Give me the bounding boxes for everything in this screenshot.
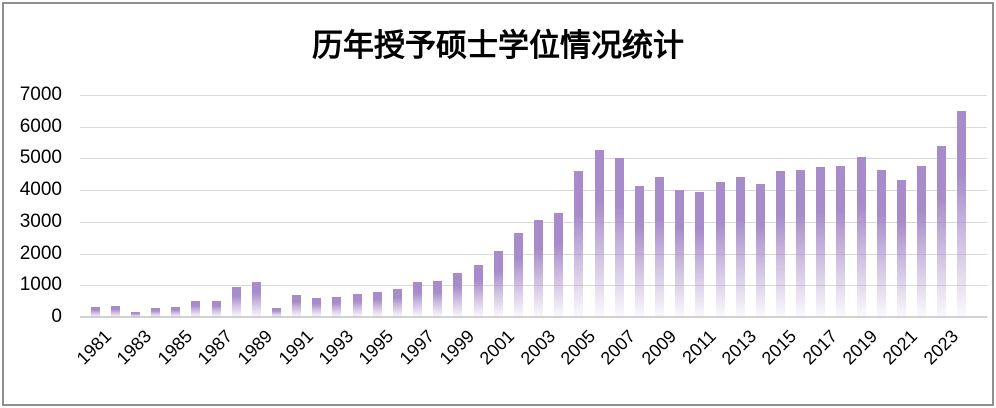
y-tick-label: 3000 <box>19 210 62 232</box>
bar-2015 <box>775 171 785 317</box>
bar-2023 <box>937 146 947 317</box>
bar-2016 <box>796 170 806 317</box>
x-tick-label: 2007 <box>596 326 640 369</box>
bar-2005 <box>574 171 584 317</box>
bar-2009 <box>655 177 665 317</box>
bar-2008 <box>634 186 644 317</box>
bar-2018 <box>836 166 846 317</box>
x-tick-label: 2001 <box>475 326 519 369</box>
bar-1987 <box>211 301 221 317</box>
bar-2002 <box>513 233 523 317</box>
y-tick-label: 1000 <box>19 274 62 296</box>
y-tick-label: 4000 <box>19 179 62 201</box>
y-tick-label: 6000 <box>19 115 62 137</box>
bar-1995 <box>372 292 382 317</box>
bar-2014 <box>755 184 765 317</box>
bar-1984 <box>151 308 161 317</box>
bar-1997 <box>413 282 423 317</box>
bar-2021 <box>896 180 906 317</box>
x-tick-label: 2021 <box>879 326 922 369</box>
bar-2006 <box>594 150 604 317</box>
y-tick-label: 2000 <box>19 242 62 264</box>
bar-1994 <box>352 294 362 317</box>
bar-2004 <box>554 213 564 317</box>
x-tick-label: 1983 <box>113 326 156 369</box>
x-tick-label: 2005 <box>556 326 600 369</box>
x-tick-label: 2013 <box>717 326 761 369</box>
bar-1982 <box>110 306 120 317</box>
x-tick-label: 1993 <box>314 326 358 369</box>
bar-1986 <box>191 301 201 317</box>
y-tick-label: 5000 <box>19 147 62 169</box>
bar-2013 <box>735 177 745 317</box>
bar-2000 <box>473 265 483 317</box>
bar-2020 <box>876 170 886 317</box>
bar-2012 <box>715 182 725 317</box>
bar-1993 <box>332 297 342 317</box>
gridline-2000 <box>80 253 987 255</box>
bar-1981 <box>90 307 100 317</box>
bar-1999 <box>453 273 463 317</box>
bar-2017 <box>816 167 826 317</box>
bar-2022 <box>917 166 927 317</box>
x-tick-label: 2015 <box>758 326 801 369</box>
bar-1989 <box>251 282 261 317</box>
x-tick-label: 1991 <box>274 326 317 369</box>
bar-1998 <box>433 281 443 317</box>
gridline-3000 <box>80 221 987 223</box>
x-tick-label: 2009 <box>637 326 680 369</box>
x-tick-label: 1987 <box>193 326 237 369</box>
bar-1996 <box>392 289 402 317</box>
y-tick-label: 7000 <box>19 84 62 105</box>
gridline-4000 <box>80 190 987 192</box>
x-tick-label: 1981 <box>72 326 116 369</box>
bar-1991 <box>292 295 302 317</box>
gridline-7000 <box>80 95 987 96</box>
x-tick-label: 1989 <box>234 326 277 369</box>
gridline-0 <box>80 316 987 318</box>
x-tick-label: 2017 <box>798 326 841 369</box>
bar-1992 <box>312 298 322 317</box>
x-tick-label: 1997 <box>395 326 438 369</box>
bar-2007 <box>614 158 624 317</box>
bar-1988 <box>231 287 241 317</box>
bar-2011 <box>695 192 705 317</box>
x-tick-label: 2023 <box>919 326 962 369</box>
bar-1983 <box>130 312 140 317</box>
chart-title: 历年授予硕士学位情况统计 <box>312 28 684 63</box>
gridline-6000 <box>80 126 987 128</box>
y-tick-label: 0 <box>51 306 62 327</box>
bar-2010 <box>675 190 685 317</box>
x-tick-label: 2019 <box>838 326 882 369</box>
bar-1990 <box>272 308 281 317</box>
x-tick-label: 1985 <box>153 326 196 369</box>
bar-2019 <box>856 157 866 317</box>
x-tick-label: 2003 <box>516 326 559 369</box>
bar-2024 <box>957 111 967 317</box>
x-tick-label: 1999 <box>435 326 479 369</box>
bar-2001 <box>493 251 503 317</box>
gridline-5000 <box>80 158 987 160</box>
gridline-1000 <box>80 285 987 287</box>
x-tick-label: 2011 <box>678 326 721 368</box>
plot-area: 0 1000 2000 3000 4000 5000 6000 7000 1981 1983 198… <box>4 4 996 404</box>
x-tick-label: 1995 <box>354 326 398 369</box>
bar-2003 <box>534 220 544 317</box>
bar-1985 <box>171 307 181 317</box>
